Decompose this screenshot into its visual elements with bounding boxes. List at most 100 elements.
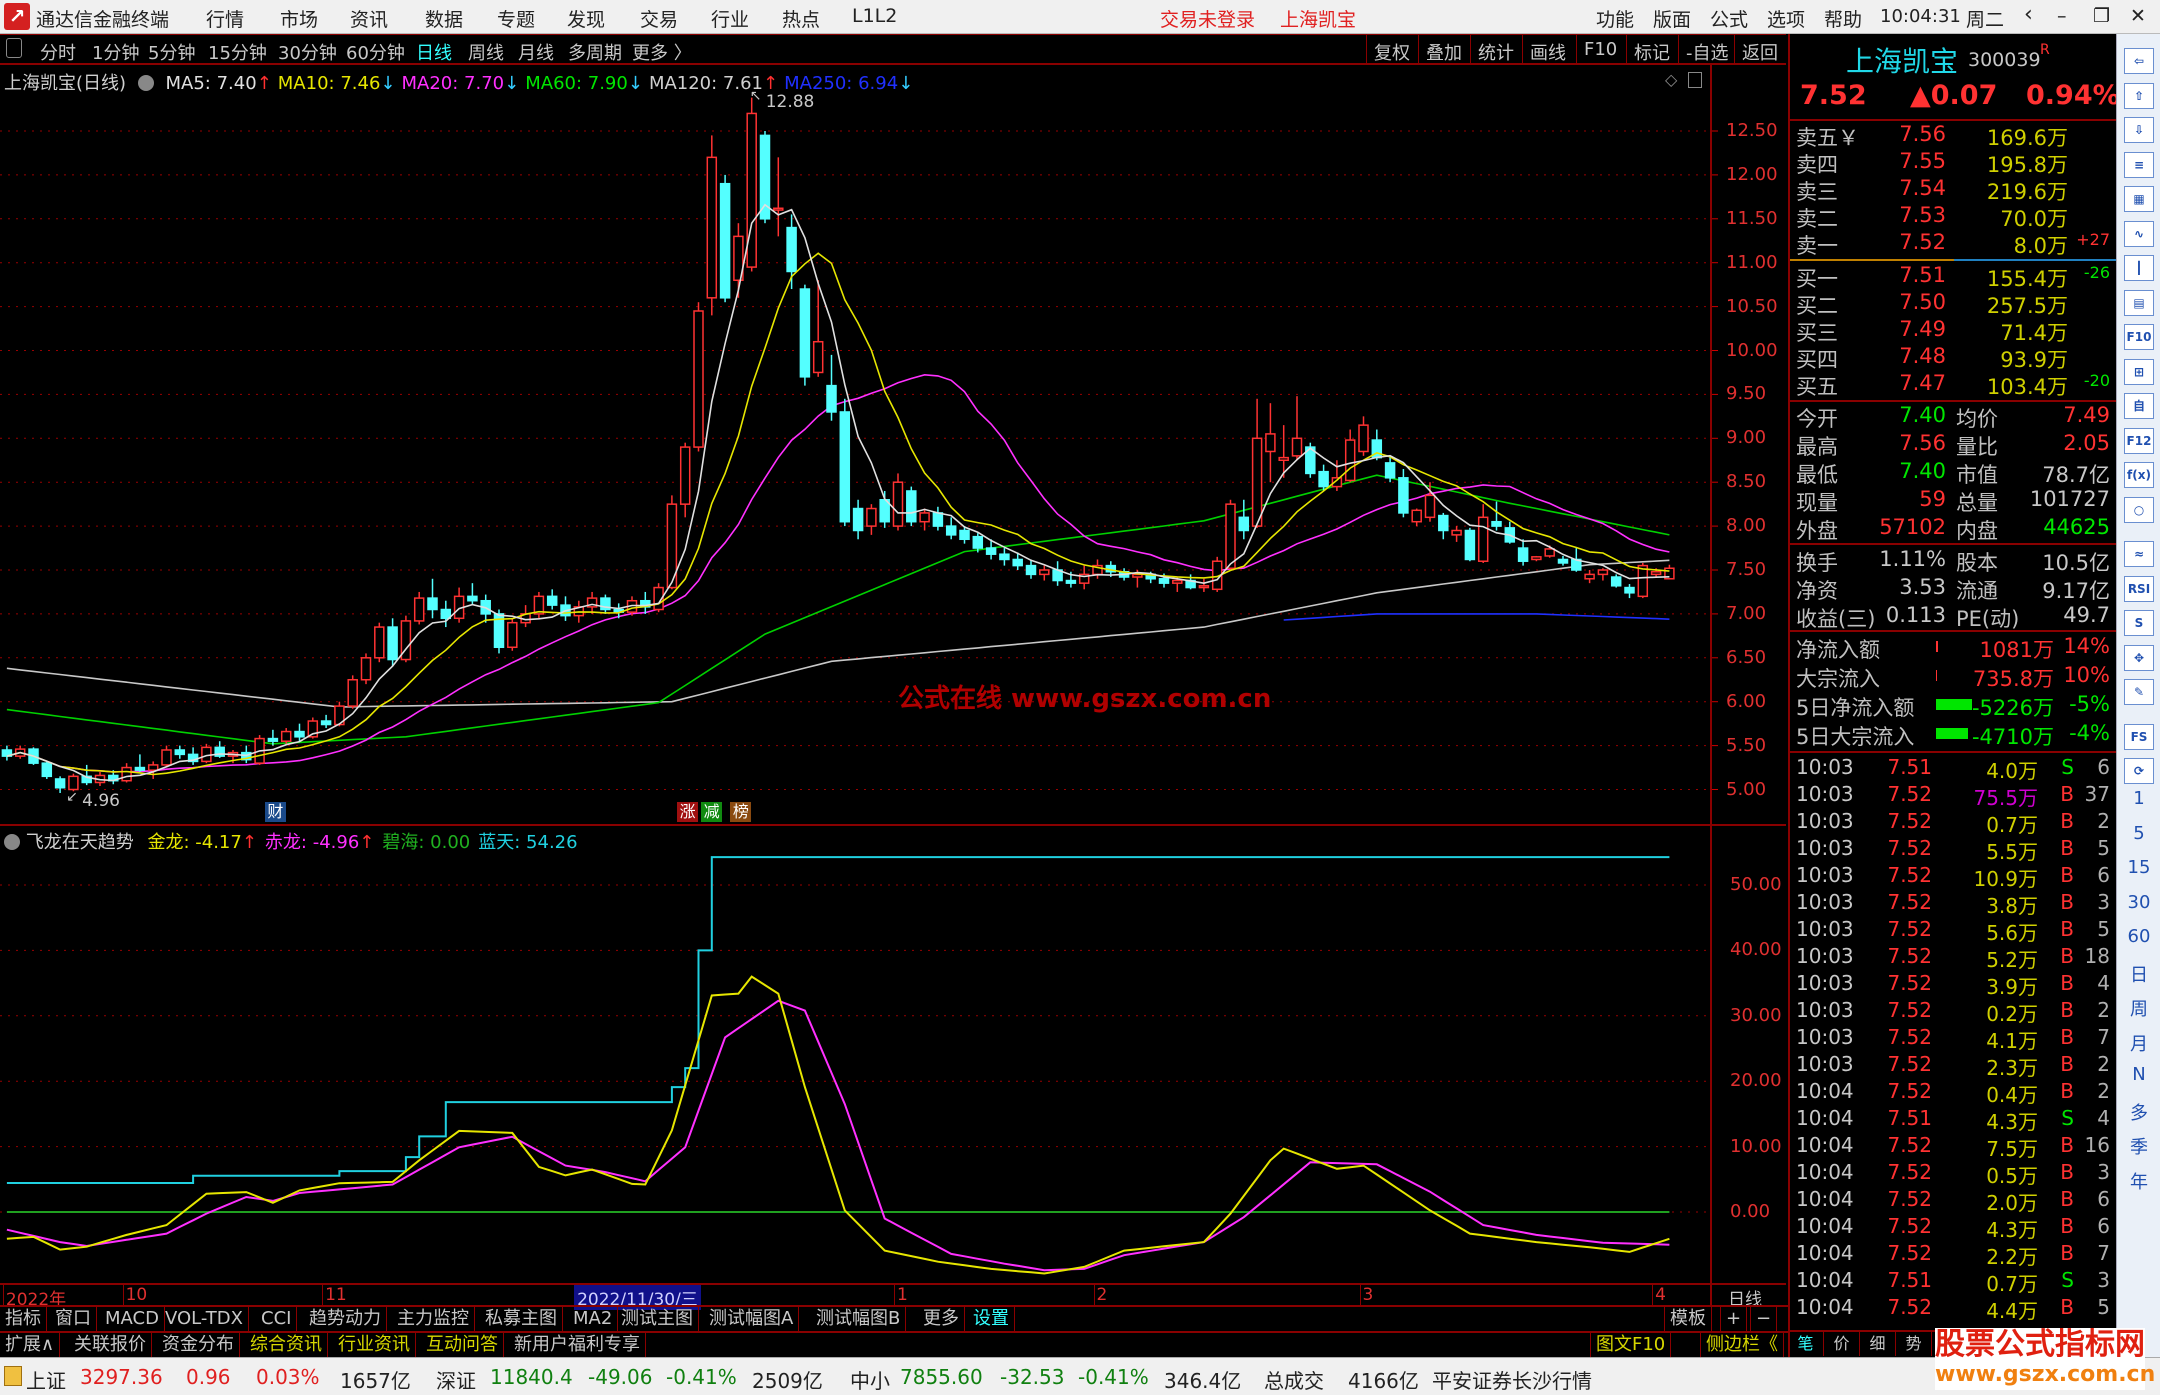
candle[interactable]	[1052, 561, 1063, 586]
wave-icon[interactable]: ≈	[2124, 541, 2154, 567]
tab-4[interactable]: CCI	[256, 1307, 298, 1331]
candle[interactable]	[507, 618, 518, 651]
period-tab-2[interactable]: 5分钟	[148, 43, 196, 64]
tab-4[interactable]: 行业资讯	[333, 1333, 416, 1357]
quote-list-icon[interactable]: ≡	[2124, 151, 2154, 178]
period-tab-4[interactable]: 30分钟	[278, 43, 337, 64]
candle[interactable]	[586, 591, 598, 614]
candle[interactable]	[1344, 429, 1356, 483]
candle[interactable]	[134, 754, 146, 772]
period-tab-9[interactable]: 多周期	[568, 43, 622, 64]
candle[interactable]	[733, 223, 744, 298]
candle[interactable]	[1411, 508, 1422, 527]
tree-icon[interactable]: ⊞	[2124, 358, 2154, 385]
toolbar-button-7[interactable]: 返回	[1734, 35, 1785, 64]
candle[interactable]	[560, 596, 571, 621]
tab-7[interactable]: 私募主图	[480, 1307, 563, 1331]
tab-13[interactable]: 设置	[968, 1307, 1015, 1331]
market-icon[interactable]	[4, 1366, 22, 1386]
zx-label[interactable]: 中小	[850, 1369, 890, 1393]
candle[interactable]	[866, 504, 877, 535]
tab-12[interactable]: 更多	[918, 1307, 965, 1331]
sidebar-period-9[interactable]: 多	[2130, 1102, 2148, 1124]
candle[interactable]	[773, 157, 784, 237]
candle[interactable]	[280, 728, 292, 744]
self-select-icon[interactable]: 自	[2124, 393, 2154, 419]
candle[interactable]	[972, 533, 984, 553]
menu-9[interactable]: L1L2	[852, 5, 898, 27]
candle[interactable]	[653, 583, 664, 613]
arrow-up-icon[interactable]: ⇧	[2124, 82, 2154, 109]
tab-1[interactable]: 窗口	[50, 1307, 97, 1331]
indicator-chart[interactable]	[0, 826, 1786, 1283]
candle[interactable]	[812, 280, 824, 377]
candle[interactable]	[1238, 499, 1250, 540]
candle[interactable]	[121, 763, 132, 783]
menu-2[interactable]: 资讯	[350, 9, 389, 31]
candle-icon[interactable]: ┃	[2124, 255, 2154, 281]
candle[interactable]	[1424, 482, 1436, 522]
sidebar-period-4[interactable]: 60	[2127, 926, 2151, 947]
tick-tab-0[interactable]: 笔	[1788, 1332, 1824, 1356]
back-icon[interactable]: ‹	[2024, 2, 2033, 27]
menu-0[interactable]: 行情	[206, 9, 245, 31]
circle-icon[interactable]: ○	[2124, 496, 2154, 523]
candle[interactable]	[201, 743, 212, 764]
candle[interactable]	[214, 741, 225, 758]
candle[interactable]	[1664, 564, 1675, 580]
sidebar-period-8[interactable]: N	[2132, 1064, 2146, 1085]
windows-icon[interactable]: ▤	[2124, 289, 2154, 316]
candlestick-chart[interactable]	[0, 65, 1786, 826]
candle[interactable]	[1610, 574, 1622, 588]
candle[interactable]	[1398, 469, 1409, 518]
tick-tab-3[interactable]: 势	[1896, 1332, 1932, 1356]
candle[interactable]	[533, 591, 545, 619]
candle[interactable]	[879, 490, 890, 528]
pencil-icon[interactable]: ✎	[2124, 679, 2154, 705]
candle[interactable]	[1637, 562, 1649, 599]
close-icon[interactable]: ✕	[2130, 5, 2146, 27]
tab-3[interactable]: VOL-TDX	[160, 1307, 249, 1331]
tab-0[interactable]: 指标	[0, 1307, 47, 1331]
period-tab-5[interactable]: 60分钟	[346, 43, 405, 64]
candle[interactable]	[54, 776, 66, 794]
tab-2[interactable]: 资金分布	[157, 1333, 240, 1357]
candle[interactable]	[1504, 521, 1516, 544]
right-menu-3[interactable]: 选项	[1767, 9, 1806, 31]
refresh-icon[interactable]: ⟳	[2124, 758, 2154, 784]
candle[interactable]	[1318, 464, 1329, 491]
candle[interactable]	[892, 473, 904, 531]
candle[interactable]	[1451, 526, 1462, 542]
sidebar-period-1[interactable]: 5	[2133, 822, 2145, 844]
indicator-name[interactable]: 飞龙在天趋势	[25, 832, 134, 853]
period-tab-6[interactable]: 日线	[416, 43, 452, 64]
menu-8[interactable]: 热点	[782, 9, 821, 31]
template-button-1[interactable]: +	[1720, 1307, 1748, 1331]
candle[interactable]	[1198, 578, 1210, 592]
candle[interactable]	[1251, 398, 1263, 528]
f10-icon[interactable]: F10	[2124, 324, 2154, 350]
candle[interactable]	[1531, 555, 1542, 562]
toolbar-button-0[interactable]: 复权	[1366, 35, 1417, 64]
arrow-down-icon[interactable]: ⇩	[2124, 117, 2154, 143]
candle[interactable]	[387, 618, 398, 667]
right-menu-1[interactable]: 版面	[1653, 9, 1692, 31]
rsi-icon[interactable]: RSI	[2124, 575, 2154, 602]
candle[interactable]	[1597, 568, 1609, 581]
side-button-1[interactable]: 侧边栏《	[1700, 1333, 1784, 1357]
diamond-icon[interactable]: ◇	[1665, 70, 1678, 89]
tab-5[interactable]: 互动问答	[421, 1333, 504, 1357]
candle[interactable]	[693, 302, 704, 452]
candle[interactable]	[493, 609, 505, 654]
tab-5[interactable]: 趋势动力	[304, 1307, 387, 1331]
event-marker[interactable]: 榜	[730, 802, 752, 822]
candle[interactable]	[945, 517, 957, 540]
candle[interactable]	[959, 526, 970, 544]
toolbar-button-6[interactable]: -自选	[1678, 35, 1736, 64]
candle[interactable]	[640, 591, 651, 614]
tab-2[interactable]: MACD	[100, 1307, 165, 1331]
candle[interactable]	[1584, 570, 1595, 584]
candle[interactable]	[1491, 501, 1502, 531]
sidebar-period-7[interactable]: 月	[2130, 1033, 2148, 1055]
candle[interactable]	[932, 506, 944, 531]
